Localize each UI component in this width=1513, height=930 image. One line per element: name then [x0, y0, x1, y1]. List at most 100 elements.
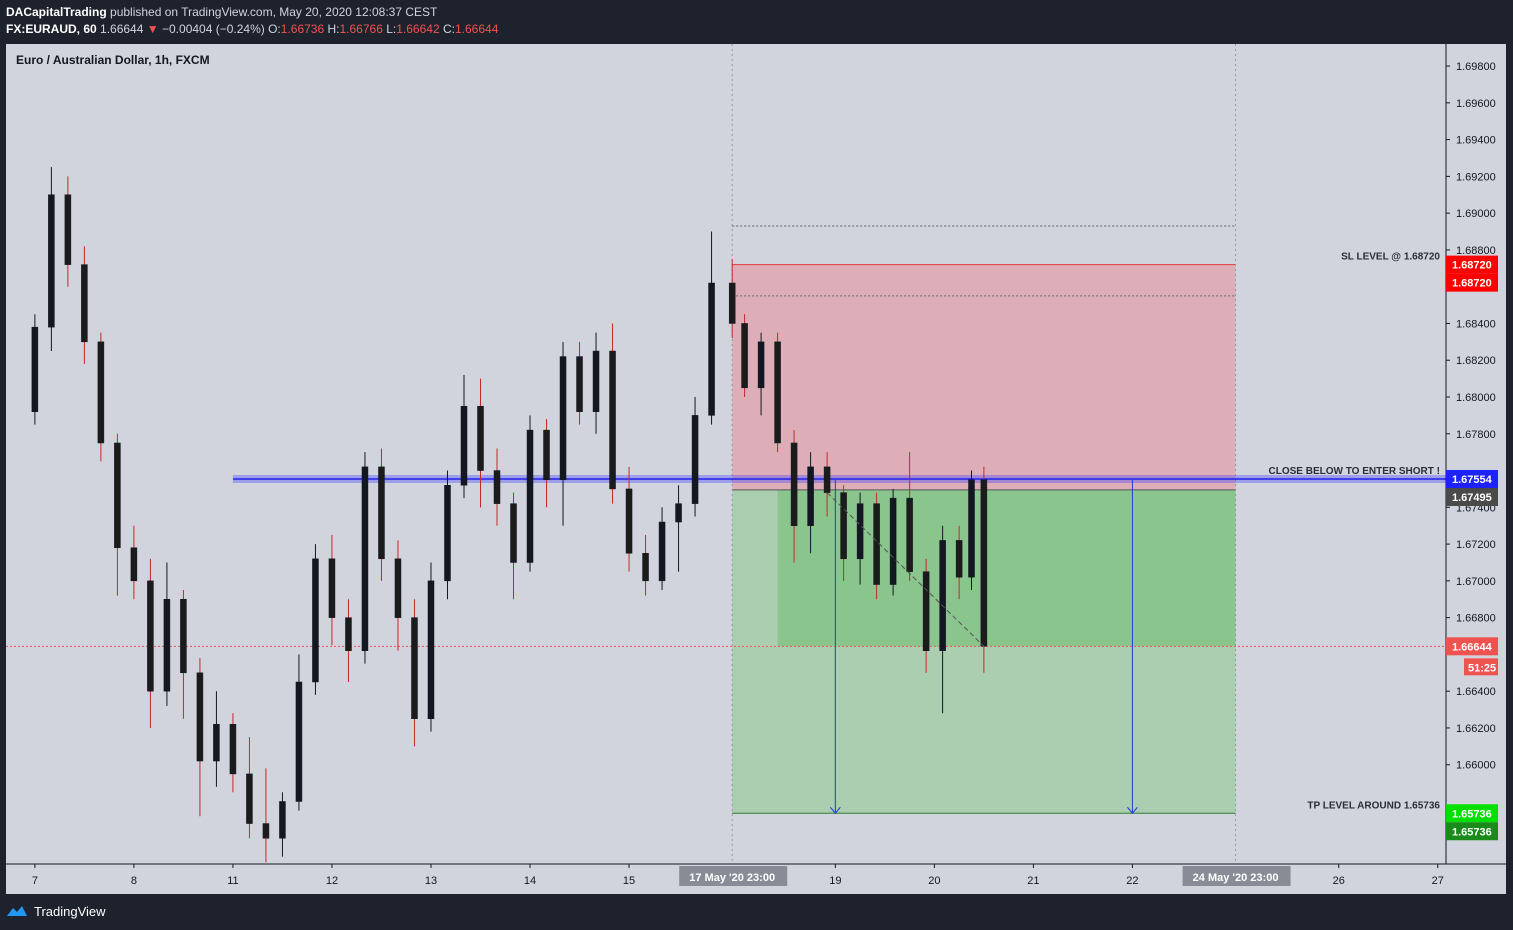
candle-body — [48, 194, 55, 328]
low-value: 1.66642 — [396, 22, 440, 36]
candle-body — [728, 282, 736, 324]
x-tick-label: 13 — [425, 875, 437, 887]
price-label: 1.66644 — [1452, 641, 1493, 653]
candle-body — [691, 415, 699, 504]
candle-body — [642, 553, 649, 582]
candle-body — [31, 326, 39, 412]
candle-body — [229, 724, 237, 775]
publisher-name[interactable]: DACapitalTrading — [6, 5, 107, 19]
annotation-0: SL LEVEL @ 1.68720 — [1341, 252, 1440, 263]
candle-body — [246, 773, 253, 824]
candle-body — [774, 341, 781, 444]
countdown-label: 51:25 — [1468, 662, 1496, 674]
high-label: H: — [327, 22, 340, 36]
y-tick-label: 1.69800 — [1456, 61, 1496, 73]
candle-body — [980, 479, 988, 647]
y-tick-label: 1.66200 — [1456, 723, 1496, 735]
price-label-box — [1446, 822, 1498, 841]
candle-body — [526, 429, 534, 563]
candle-body — [708, 282, 715, 416]
candle-body — [790, 442, 798, 526]
x-tick-label: 11 — [227, 875, 238, 887]
candle-body — [295, 681, 303, 802]
candle-body — [906, 497, 913, 572]
candle-body — [576, 356, 583, 412]
candle-body — [213, 724, 220, 762]
y-tick-label: 1.68400 — [1456, 318, 1496, 330]
target-arrow-1-head — [829, 806, 841, 815]
open-label: O: — [268, 22, 281, 36]
y-tick-label: 1.68200 — [1456, 355, 1496, 367]
candle-body — [807, 466, 814, 526]
y-tick-label: 1.66000 — [1456, 760, 1496, 772]
candle-body — [658, 521, 666, 582]
y-tick-label: 1.68800 — [1456, 245, 1496, 257]
candle-body — [427, 580, 435, 720]
candle-body — [328, 558, 336, 618]
down-arrow-icon: ▼ — [146, 22, 159, 36]
candle-body — [361, 466, 369, 651]
footer-brand[interactable]: TradingView — [6, 900, 106, 922]
x-tick-label: 27 — [1432, 875, 1444, 887]
price-label: 1.67554 — [1452, 474, 1493, 486]
candle-body — [378, 466, 385, 560]
candle-body — [163, 598, 171, 692]
last-price: 1.66644 — [100, 22, 144, 36]
price-label-box — [1446, 804, 1498, 823]
symbol-info: FX:EURAUD, 60 1.66644 ▼ −0.00404 (−0.24%… — [6, 22, 498, 36]
x-marker-box — [679, 866, 788, 886]
candle-body — [180, 598, 187, 674]
symbol-name: FX:EURAUD, 60 — [6, 22, 97, 36]
y-tick-label: 1.67400 — [1456, 502, 1496, 514]
candle-body — [262, 823, 270, 839]
x-tick-label: 8 — [131, 875, 137, 887]
price-label-box — [1446, 255, 1498, 274]
candle-body — [823, 466, 831, 493]
candle-body — [559, 356, 567, 480]
candle-body — [477, 405, 484, 471]
x-marker-label: 17 May '20 23:00 — [689, 872, 775, 884]
x-marker-label: 24 May '20 23:00 — [1193, 872, 1279, 884]
candle-body — [81, 264, 88, 343]
candle-body — [147, 580, 154, 692]
x-tick-label: 26 — [1333, 875, 1345, 887]
y-tick-label: 1.69000 — [1456, 208, 1496, 220]
trend-line — [826, 492, 985, 647]
price-label: 1.65736 — [1452, 826, 1492, 838]
candle-body — [345, 617, 352, 651]
target-arrow-2-head — [1127, 806, 1138, 815]
x-tick-label: 19 — [829, 875, 841, 887]
x-tick-label: 14 — [524, 875, 536, 887]
candle-body — [460, 405, 468, 486]
published-text: published on TradingView.com, May 20, 20… — [110, 5, 438, 19]
candle-body — [444, 485, 451, 582]
price-label: 1.67495 — [1452, 492, 1492, 504]
price-label-box — [1446, 273, 1498, 292]
price-label: 1.68720 — [1452, 260, 1492, 272]
candle-body — [840, 492, 847, 560]
x-marker-box — [1182, 866, 1291, 886]
candle-body — [543, 429, 550, 480]
y-tick-label: 1.69400 — [1456, 135, 1496, 147]
candle-body — [873, 503, 880, 585]
y-tick-label: 1.66400 — [1456, 686, 1496, 698]
price-label-box — [1446, 488, 1498, 507]
candle-body — [968, 479, 975, 578]
publish-info: DACapitalTrading published on TradingVie… — [6, 5, 437, 19]
candle-body — [856, 503, 864, 560]
candle-body — [939, 540, 946, 651]
x-tick-label: 15 — [623, 875, 635, 887]
candle-body — [625, 488, 633, 554]
tradingview-logo-icon — [7, 906, 27, 916]
countdown-box — [1464, 658, 1498, 676]
candle-body — [675, 503, 682, 523]
candle-body — [130, 547, 138, 582]
candle-body — [609, 350, 616, 490]
candle-body — [64, 194, 72, 265]
candle-body — [510, 503, 517, 563]
y-tick-label: 1.67000 — [1456, 576, 1496, 588]
high-value: 1.66766 — [339, 22, 383, 36]
candle-body — [741, 323, 748, 389]
candle-body — [493, 470, 501, 504]
